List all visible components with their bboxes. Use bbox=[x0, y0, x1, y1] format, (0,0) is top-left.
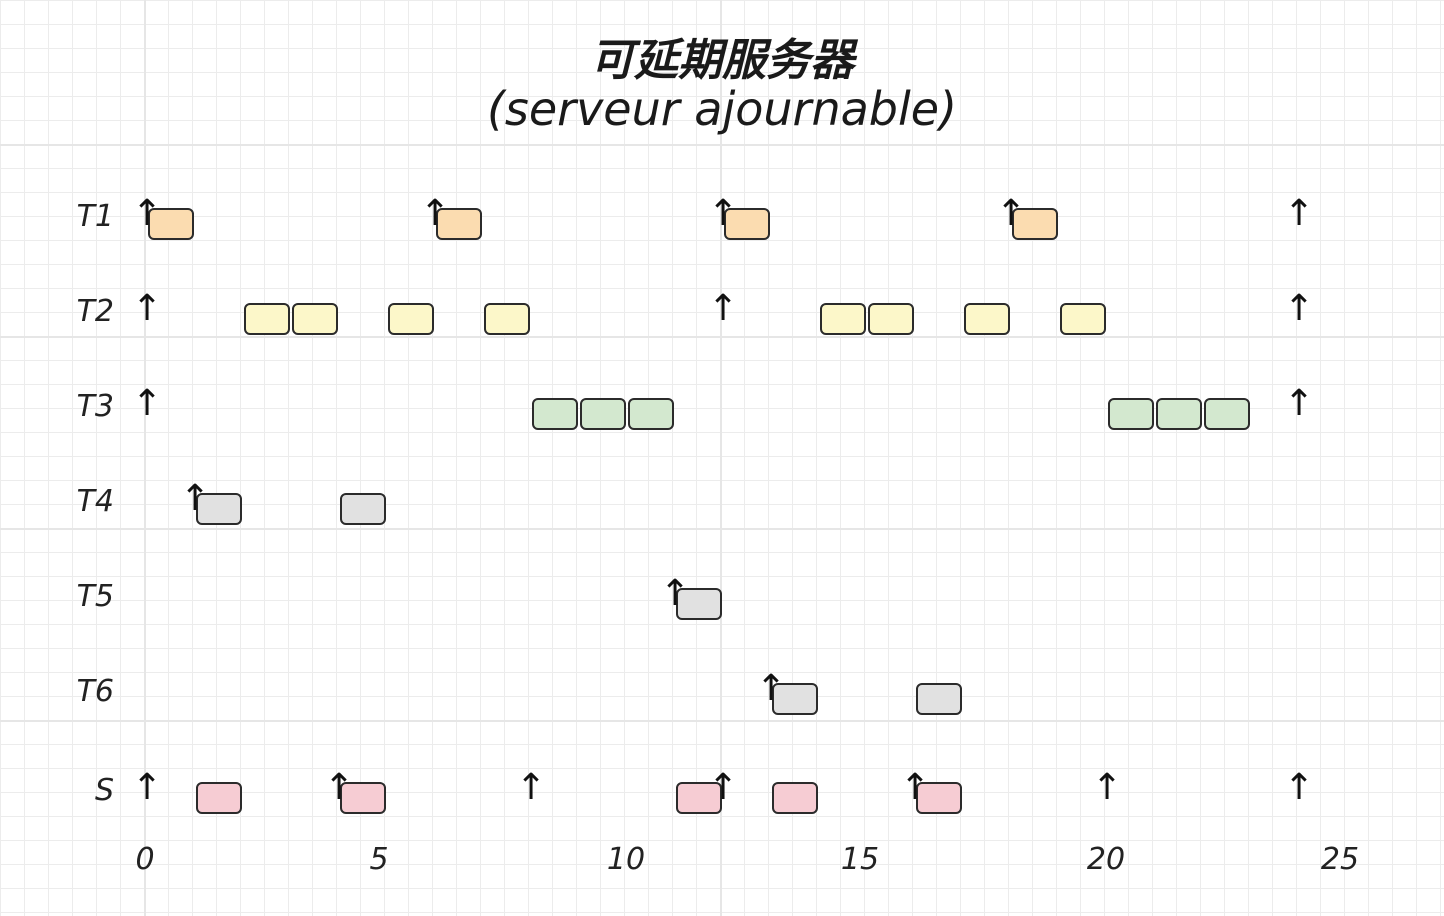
job-box bbox=[340, 782, 386, 814]
arrival-arrow-icon: ↑ bbox=[900, 767, 931, 808]
job-box bbox=[340, 493, 386, 525]
job-box bbox=[196, 493, 242, 525]
arrival-arrow-icon: ↑ bbox=[996, 193, 1027, 234]
job-box bbox=[1108, 398, 1154, 430]
tick-label: 5 bbox=[369, 842, 389, 877]
arrival-arrow-icon: ↑ bbox=[132, 767, 163, 808]
grid-line bbox=[0, 528, 1444, 530]
tick-label: 15 bbox=[840, 842, 880, 877]
grid-line bbox=[144, 0, 146, 916]
row-label-t5: T5 bbox=[76, 579, 114, 614]
row-label-s: S bbox=[94, 773, 114, 808]
job-box bbox=[772, 782, 818, 814]
job-box bbox=[916, 683, 962, 715]
job-box bbox=[1012, 208, 1058, 240]
arrival-arrow-icon: ↑ bbox=[420, 193, 451, 234]
tick-label: 10 bbox=[606, 842, 646, 877]
row-label-t4: T4 bbox=[76, 484, 114, 519]
job-box bbox=[676, 588, 722, 620]
job-box bbox=[532, 398, 578, 430]
job-box bbox=[676, 782, 722, 814]
arrival-arrow-icon: ↑ bbox=[1284, 288, 1315, 329]
arrival-arrow-icon: ↑ bbox=[1092, 767, 1123, 808]
row-label-t3: T3 bbox=[76, 389, 114, 424]
job-box bbox=[580, 398, 626, 430]
arrival-arrow-icon: ↑ bbox=[1284, 193, 1315, 234]
grid-line bbox=[0, 336, 1444, 338]
job-box bbox=[1060, 303, 1106, 335]
job-box bbox=[388, 303, 434, 335]
job-box bbox=[772, 683, 818, 715]
arrival-arrow-icon: ↑ bbox=[708, 767, 739, 808]
arrival-arrow-icon: ↑ bbox=[756, 668, 787, 709]
job-box bbox=[964, 303, 1010, 335]
arrival-arrow-icon: ↑ bbox=[132, 288, 163, 329]
job-box bbox=[436, 208, 482, 240]
arrival-arrow-icon: ↑ bbox=[516, 767, 547, 808]
arrival-arrow-icon: ↑ bbox=[132, 383, 163, 424]
job-box bbox=[1156, 398, 1202, 430]
arrival-arrow-icon: ↑ bbox=[660, 573, 691, 614]
arrival-arrow-icon: ↑ bbox=[1284, 767, 1315, 808]
arrival-arrow-icon: ↑ bbox=[132, 193, 163, 234]
arrival-arrow-icon: ↑ bbox=[1284, 383, 1315, 424]
job-box bbox=[916, 782, 962, 814]
job-box bbox=[628, 398, 674, 430]
arrival-arrow-icon: ↑ bbox=[708, 288, 739, 329]
arrival-arrow-icon: ↑ bbox=[180, 478, 211, 519]
diagram-title: 可延期服务器 bbox=[590, 35, 854, 86]
job-box bbox=[292, 303, 338, 335]
job-box bbox=[1204, 398, 1250, 430]
diagram-subtitle: (serveur ajournable) bbox=[486, 82, 958, 136]
grid-line bbox=[0, 720, 1444, 722]
arrival-arrow-icon: ↑ bbox=[708, 193, 739, 234]
tick-label: 0 bbox=[135, 842, 155, 877]
row-label-t1: T1 bbox=[76, 199, 114, 234]
job-box bbox=[868, 303, 914, 335]
row-label-t6: T6 bbox=[76, 674, 114, 709]
job-box bbox=[196, 782, 242, 814]
job-box bbox=[724, 208, 770, 240]
job-box bbox=[244, 303, 290, 335]
grid-line bbox=[720, 0, 722, 916]
arrival-arrow-icon: ↑ bbox=[324, 767, 355, 808]
tick-label: 20 bbox=[1086, 842, 1126, 877]
job-box bbox=[484, 303, 530, 335]
row-label-t2: T2 bbox=[76, 294, 114, 329]
job-box bbox=[148, 208, 194, 240]
tick-label: 25 bbox=[1320, 842, 1360, 877]
grid-line bbox=[0, 144, 1444, 146]
job-box bbox=[820, 303, 866, 335]
